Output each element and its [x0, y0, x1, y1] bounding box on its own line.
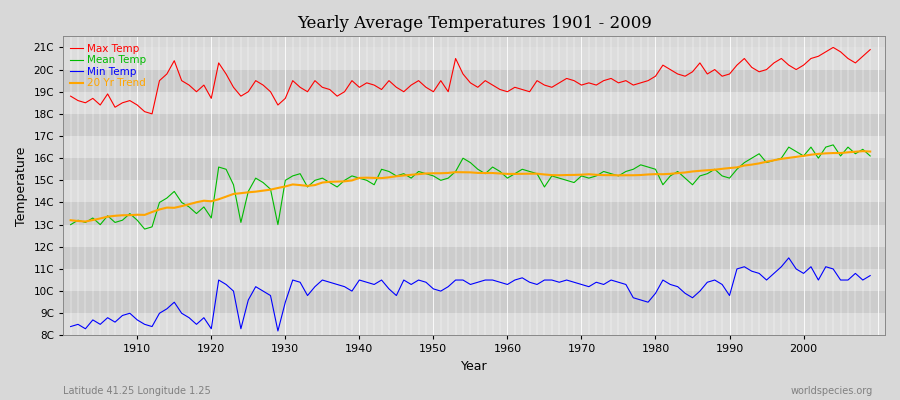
Min Temp — [502, 282, 513, 287]
Mean Temp — [598, 169, 609, 174]
Min Temp — [273, 328, 284, 333]
Bar — [63, 225, 885, 247]
Min Temp — [294, 280, 305, 285]
X-axis label: Year: Year — [461, 360, 488, 373]
Mean Temp — [294, 171, 305, 176]
Bar — [63, 247, 885, 269]
Max Temp — [828, 45, 839, 50]
Mean Temp — [339, 178, 350, 183]
Min Temp — [783, 256, 794, 260]
Title: Yearly Average Temperatures 1901 - 2009: Yearly Average Temperatures 1901 - 2009 — [297, 15, 652, 32]
Min Temp — [339, 284, 350, 289]
Line: 20 Yr Trend: 20 Yr Trend — [70, 151, 870, 222]
20 Yr Trend — [339, 179, 350, 184]
Text: Latitude 41.25 Longitude 1.25: Latitude 41.25 Longitude 1.25 — [63, 386, 211, 396]
Line: Min Temp: Min Temp — [70, 258, 870, 331]
20 Yr Trend — [131, 212, 142, 217]
Bar — [63, 158, 885, 180]
Max Temp — [502, 89, 513, 94]
20 Yr Trend — [865, 149, 876, 154]
Min Temp — [865, 273, 876, 278]
Bar — [63, 202, 885, 225]
Mean Temp — [828, 142, 839, 147]
Y-axis label: Temperature: Temperature — [15, 146, 28, 226]
Min Temp — [509, 278, 520, 282]
Max Temp — [124, 98, 135, 103]
Max Temp — [598, 78, 609, 83]
Max Temp — [147, 112, 158, 116]
Line: Mean Temp: Mean Temp — [70, 145, 870, 229]
Mean Temp — [140, 227, 150, 232]
20 Yr Trend — [598, 173, 609, 178]
20 Yr Trend — [858, 149, 868, 154]
Line: Max Temp: Max Temp — [70, 48, 870, 114]
Bar — [63, 48, 885, 70]
Mean Temp — [509, 171, 520, 176]
Min Temp — [124, 311, 135, 316]
20 Yr Trend — [294, 183, 305, 188]
20 Yr Trend — [80, 219, 91, 224]
20 Yr Trend — [502, 172, 513, 176]
Max Temp — [865, 47, 876, 52]
Mean Temp — [502, 176, 513, 180]
Bar — [63, 313, 885, 336]
Bar — [63, 180, 885, 202]
Mean Temp — [124, 211, 135, 216]
Bar — [63, 269, 885, 291]
Max Temp — [339, 89, 350, 94]
20 Yr Trend — [65, 218, 76, 223]
Max Temp — [65, 94, 76, 98]
Max Temp — [294, 85, 305, 90]
Text: worldspecies.org: worldspecies.org — [791, 386, 873, 396]
Bar — [63, 92, 885, 114]
Bar — [63, 70, 885, 92]
Min Temp — [598, 282, 609, 287]
Bar — [63, 114, 885, 136]
20 Yr Trend — [509, 172, 520, 176]
Mean Temp — [865, 154, 876, 158]
Mean Temp — [65, 222, 76, 227]
Max Temp — [509, 85, 520, 90]
Bar — [63, 136, 885, 158]
Min Temp — [65, 324, 76, 329]
Legend: Max Temp, Mean Temp, Min Temp, 20 Yr Trend: Max Temp, Mean Temp, Min Temp, 20 Yr Tre… — [68, 42, 148, 90]
Bar — [63, 291, 885, 313]
